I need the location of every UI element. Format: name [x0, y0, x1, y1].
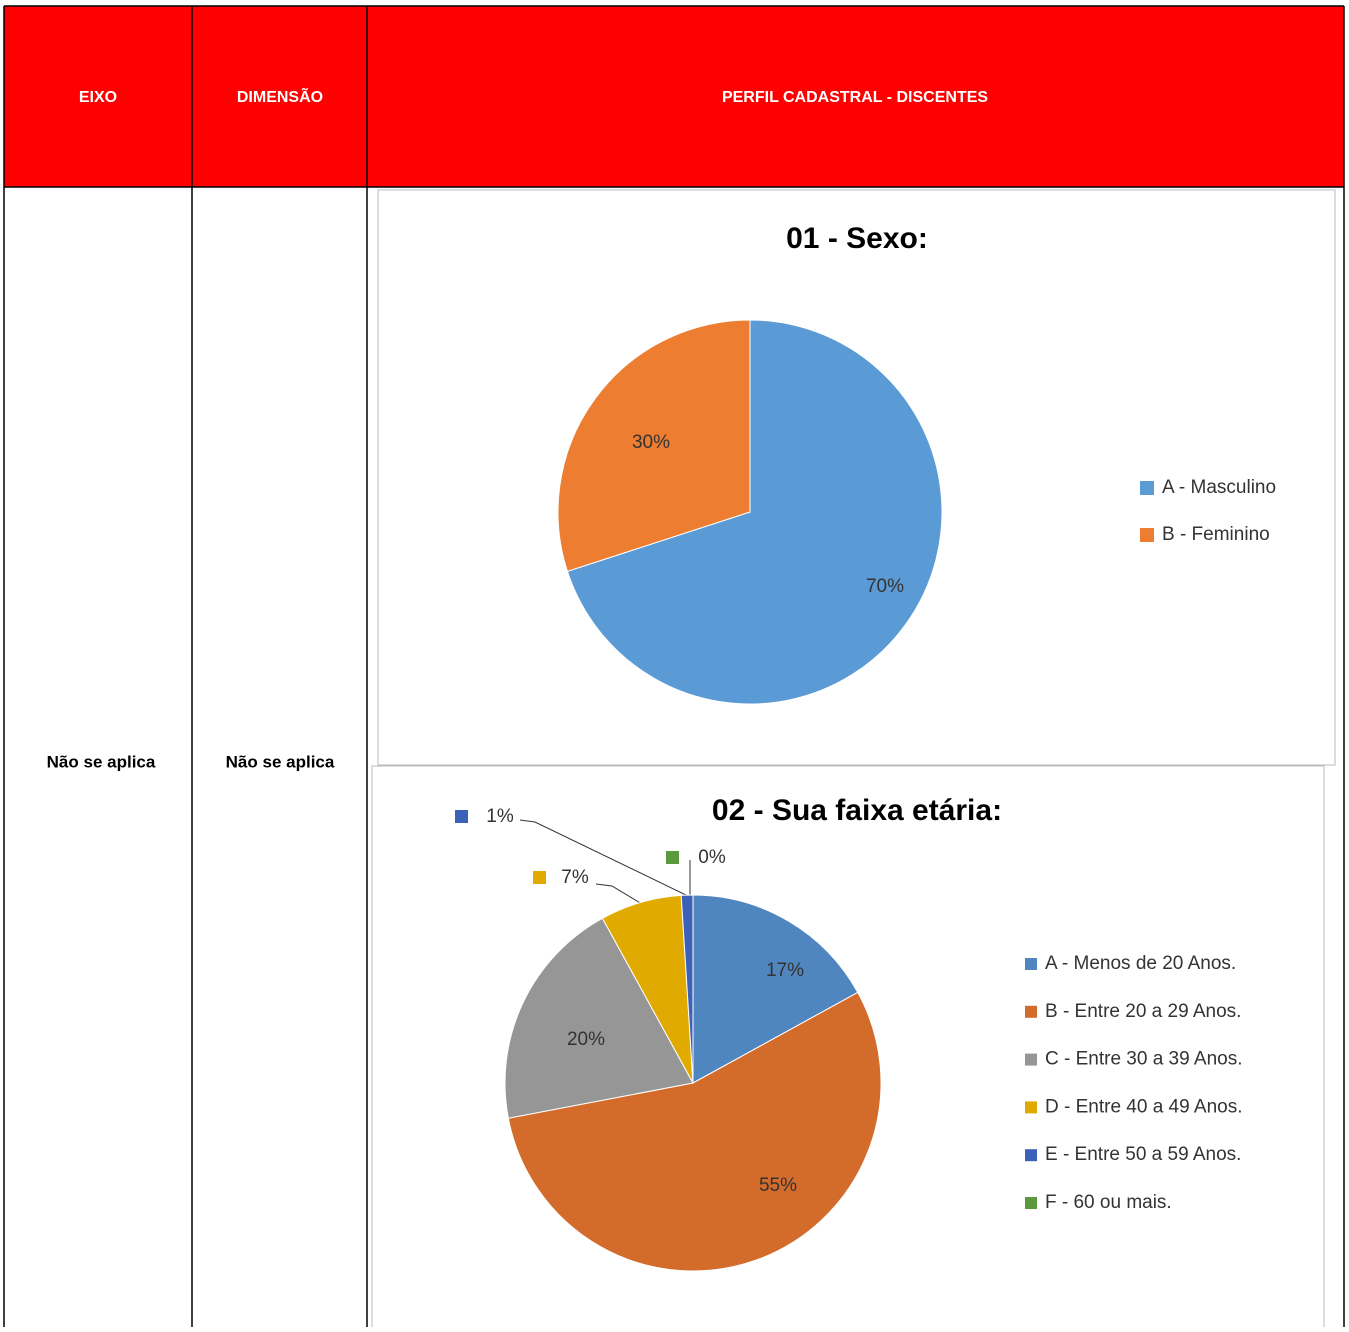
pie-slice: [557, 319, 751, 572]
pie-slice: [504, 917, 694, 1119]
table-cell: Não se aplica: [47, 752, 156, 771]
data-label: 20%: [567, 1029, 605, 1050]
header-cell: DIMENSÃO: [237, 86, 323, 106]
legend-marker: [1025, 1149, 1037, 1162]
header-cell: PERFIL CADASTRAL - DISCENTES: [722, 89, 988, 106]
data-label: 7%: [561, 867, 589, 888]
legend-marker: [1025, 958, 1037, 970]
data-label: 30%: [632, 432, 670, 453]
data-label: 17%: [766, 960, 804, 981]
data-label: 1%: [486, 806, 514, 827]
legend-marker: [1025, 1197, 1037, 1209]
legend-label: A - Menos de 20 Anos.: [1045, 953, 1236, 974]
header-cell: EIXO: [79, 89, 117, 106]
legend-label: B - Feminino: [1162, 524, 1270, 545]
legend-marker: [1025, 1005, 1037, 1018]
label-marker: [666, 851, 679, 864]
legend-label: B - Entre 20 a 29 Anos.: [1045, 1001, 1241, 1022]
pie-slice: [507, 991, 882, 1272]
chart-title: 02 - Sua faixa etária:: [712, 794, 1002, 827]
data-label: 55%: [759, 1175, 797, 1196]
legend-marker: [1140, 528, 1154, 542]
label-marker: [533, 871, 546, 884]
legend-marker: [1025, 1101, 1037, 1114]
data-label: 70%: [866, 576, 904, 597]
pie-slice: [566, 319, 943, 705]
header-row: [4, 6, 1344, 187]
table-cell: Não se aplica: [226, 752, 335, 771]
data-label: 0%: [698, 847, 726, 868]
legend-label: F - 60 ou mais.: [1045, 1192, 1172, 1213]
table-lines: [3, 5, 1345, 1327]
legend-label: C - Entre 30 a 39 Anos.: [1045, 1049, 1243, 1070]
pie-slice: [692, 894, 859, 1084]
label-marker: [455, 810, 468, 823]
legend-marker: [1140, 481, 1154, 495]
legend-label: A - Masculino: [1162, 477, 1276, 498]
leader-lines: [519, 819, 691, 905]
legend-label: D - Entre 40 a 49 Anos.: [1045, 1096, 1243, 1117]
legend-marker: [1025, 1053, 1037, 1066]
legend-label: E - Entre 50 a 59 Anos.: [1045, 1144, 1241, 1165]
chart-title: 01 - Sexo:: [786, 222, 928, 255]
